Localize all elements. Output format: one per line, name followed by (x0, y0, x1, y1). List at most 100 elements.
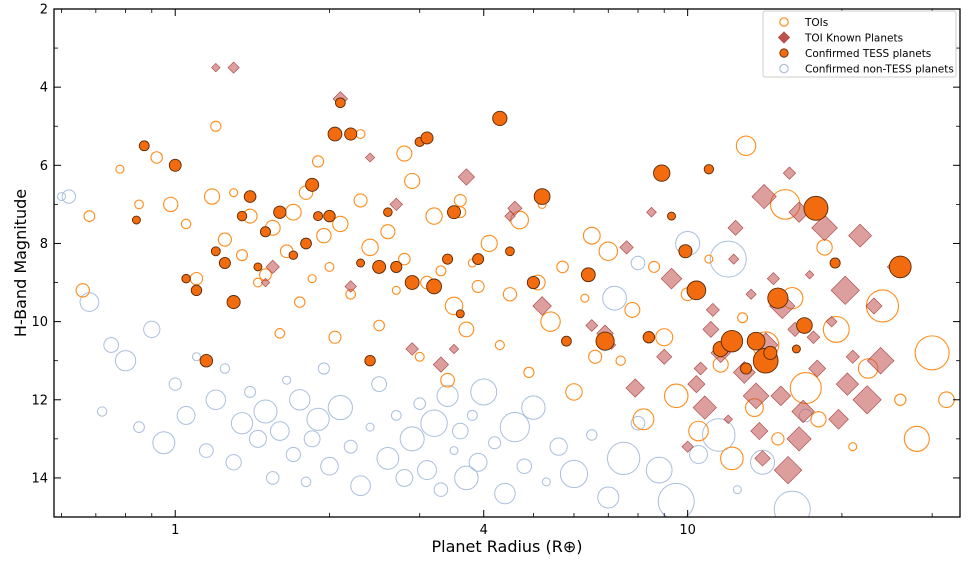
toi-point (373, 319, 385, 332)
x-tick-label: 4 (480, 523, 488, 538)
tess-planet-point (344, 127, 358, 141)
non-tess-point (376, 447, 400, 470)
non-tess-point (320, 456, 339, 476)
toi-point (914, 335, 950, 371)
toi-point (556, 260, 569, 274)
series-2 (131, 97, 912, 375)
known-planet-point (808, 359, 827, 378)
tess-planet-point (740, 362, 753, 375)
tess-planet-point (595, 331, 615, 351)
toi-point (380, 224, 396, 240)
toi-point (632, 408, 655, 431)
non-tess-point (732, 485, 742, 495)
non-tess-point (253, 399, 278, 424)
non-tess-point (499, 412, 530, 443)
known-planet-point (852, 385, 882, 415)
tess-planet-point (356, 258, 366, 268)
known-planet-point (728, 253, 740, 265)
y-tick-label: 8 (40, 237, 48, 252)
non-tess-point (303, 430, 321, 448)
non-tess-point (143, 320, 161, 339)
toi-point (458, 321, 475, 338)
toi-point (404, 172, 421, 190)
known-planet-point (750, 422, 769, 441)
non-tess-point (248, 429, 267, 448)
toi-point (494, 339, 505, 351)
tess-planet-point (218, 257, 231, 269)
toi-point (425, 207, 443, 225)
toi-point (83, 210, 96, 222)
non-tess-point (365, 422, 375, 432)
known-planet-point (692, 395, 717, 420)
non-tess-point (285, 446, 301, 463)
toi-point (582, 226, 601, 245)
non-tess-point (395, 469, 414, 487)
known-planet-point (770, 385, 792, 407)
tess-planet-point (199, 353, 214, 368)
tess-planet-point (323, 209, 336, 223)
known-planet-point (507, 200, 523, 216)
known-planet-point (260, 277, 271, 288)
x-axis-label: Planet Radius (R⊕) (432, 537, 583, 556)
toi-point (75, 283, 90, 298)
toi-point (435, 265, 447, 277)
tess-planet-point (447, 205, 461, 220)
legend-label: TOIs (804, 17, 828, 29)
legend-label: Confirmed TESS planets (805, 48, 931, 60)
toi-point (598, 241, 619, 262)
tess-planet-point (803, 195, 829, 221)
non-tess-point (559, 459, 589, 489)
toi-point (848, 442, 858, 452)
tess-planet-point (642, 331, 656, 344)
y-tick-label: 12 (31, 393, 48, 408)
known-planet-point (773, 455, 803, 485)
toi-point (588, 349, 603, 364)
toi-point (235, 249, 249, 262)
non-tess-point (449, 446, 459, 456)
toi-point (324, 261, 335, 272)
toi-point (480, 234, 498, 253)
known-planet-point (848, 223, 872, 248)
known-planet-point (625, 378, 645, 398)
non-tess-point (521, 395, 546, 420)
non-tess-point (597, 486, 620, 509)
tess-planet-point (767, 287, 789, 309)
known-planet-point (825, 315, 838, 328)
y-tick-label: 10 (31, 315, 48, 330)
toi-point (134, 199, 144, 210)
known-planet-point (828, 409, 849, 430)
toi-point (540, 311, 561, 332)
tess-planet-point (720, 329, 744, 353)
known-planet-point (227, 61, 240, 74)
known-planet-point (804, 270, 815, 280)
series-layer (57, 61, 955, 517)
tess-planet-point (168, 158, 182, 172)
non-tess-point (300, 476, 312, 488)
toi-point (771, 432, 785, 446)
tess-planet-point (210, 246, 221, 257)
known-planet-point (211, 62, 221, 73)
known-planet-point (845, 349, 860, 364)
legend-label: TOI Known Planets (804, 32, 903, 44)
non-tess-point (219, 363, 231, 374)
non-tess-point (606, 441, 641, 476)
toi-point (704, 254, 714, 264)
tess-planet-point (472, 253, 485, 266)
tess-planet-point (335, 97, 346, 109)
toi-point (735, 135, 757, 157)
non-tess-point (390, 410, 402, 421)
tess-planet-point (791, 344, 801, 354)
known-planet-point (389, 197, 403, 212)
known-planet-point (782, 166, 797, 180)
non-tess-point (494, 482, 516, 505)
known-planet-point (742, 382, 770, 410)
known-planet-point (646, 206, 657, 218)
tess-planet-point (796, 317, 813, 334)
non-tess-point (327, 394, 353, 421)
known-planet-point (405, 342, 419, 356)
toi-point (150, 151, 163, 164)
toi-point (361, 238, 379, 257)
toi-point (332, 215, 349, 233)
y-tick-label: 2 (40, 3, 48, 18)
non-tess-point (317, 362, 330, 375)
